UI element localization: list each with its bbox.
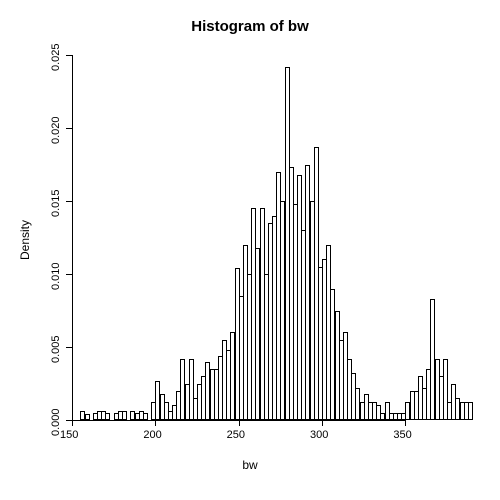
x-tick-label: 200 [143, 429, 161, 441]
histogram-chart: { "chart": { "type": "histogram", "title… [0, 0, 500, 500]
y-tick-label: 0.015 [50, 189, 62, 217]
y-tick [66, 347, 72, 348]
x-tick-label: 350 [393, 429, 411, 441]
histogram-bar [105, 413, 110, 420]
y-tick [66, 420, 72, 421]
y-tick [66, 55, 72, 56]
y-tick-label: 0.005 [50, 335, 62, 363]
x-tick-label: 250 [227, 429, 245, 441]
x-tick [72, 420, 73, 426]
y-tick [66, 128, 72, 129]
x-tick-label: 150 [60, 429, 78, 441]
y-tick-label: 0.025 [50, 43, 62, 71]
y-axis-label: Density [18, 219, 32, 259]
histogram-bar [143, 413, 148, 420]
x-tick [322, 420, 323, 426]
x-axis-label: bw [0, 458, 500, 472]
plot-area: 1502002503003500.0000.0050.0100.0150.020… [72, 55, 472, 420]
histogram-bar [468, 402, 473, 420]
y-tick-label: 0.000 [50, 408, 62, 436]
y-tick [66, 274, 72, 275]
histogram-bar [122, 411, 127, 420]
chart-title: Histogram of bw [0, 18, 500, 35]
x-tick [239, 420, 240, 426]
y-tick-label: 0.010 [50, 262, 62, 290]
histogram-bar [85, 414, 90, 420]
y-axis-line [72, 55, 73, 420]
x-tick-label: 300 [310, 429, 328, 441]
x-tick [155, 420, 156, 426]
y-tick-label: 0.020 [50, 116, 62, 144]
x-tick [405, 420, 406, 426]
y-tick [66, 201, 72, 202]
